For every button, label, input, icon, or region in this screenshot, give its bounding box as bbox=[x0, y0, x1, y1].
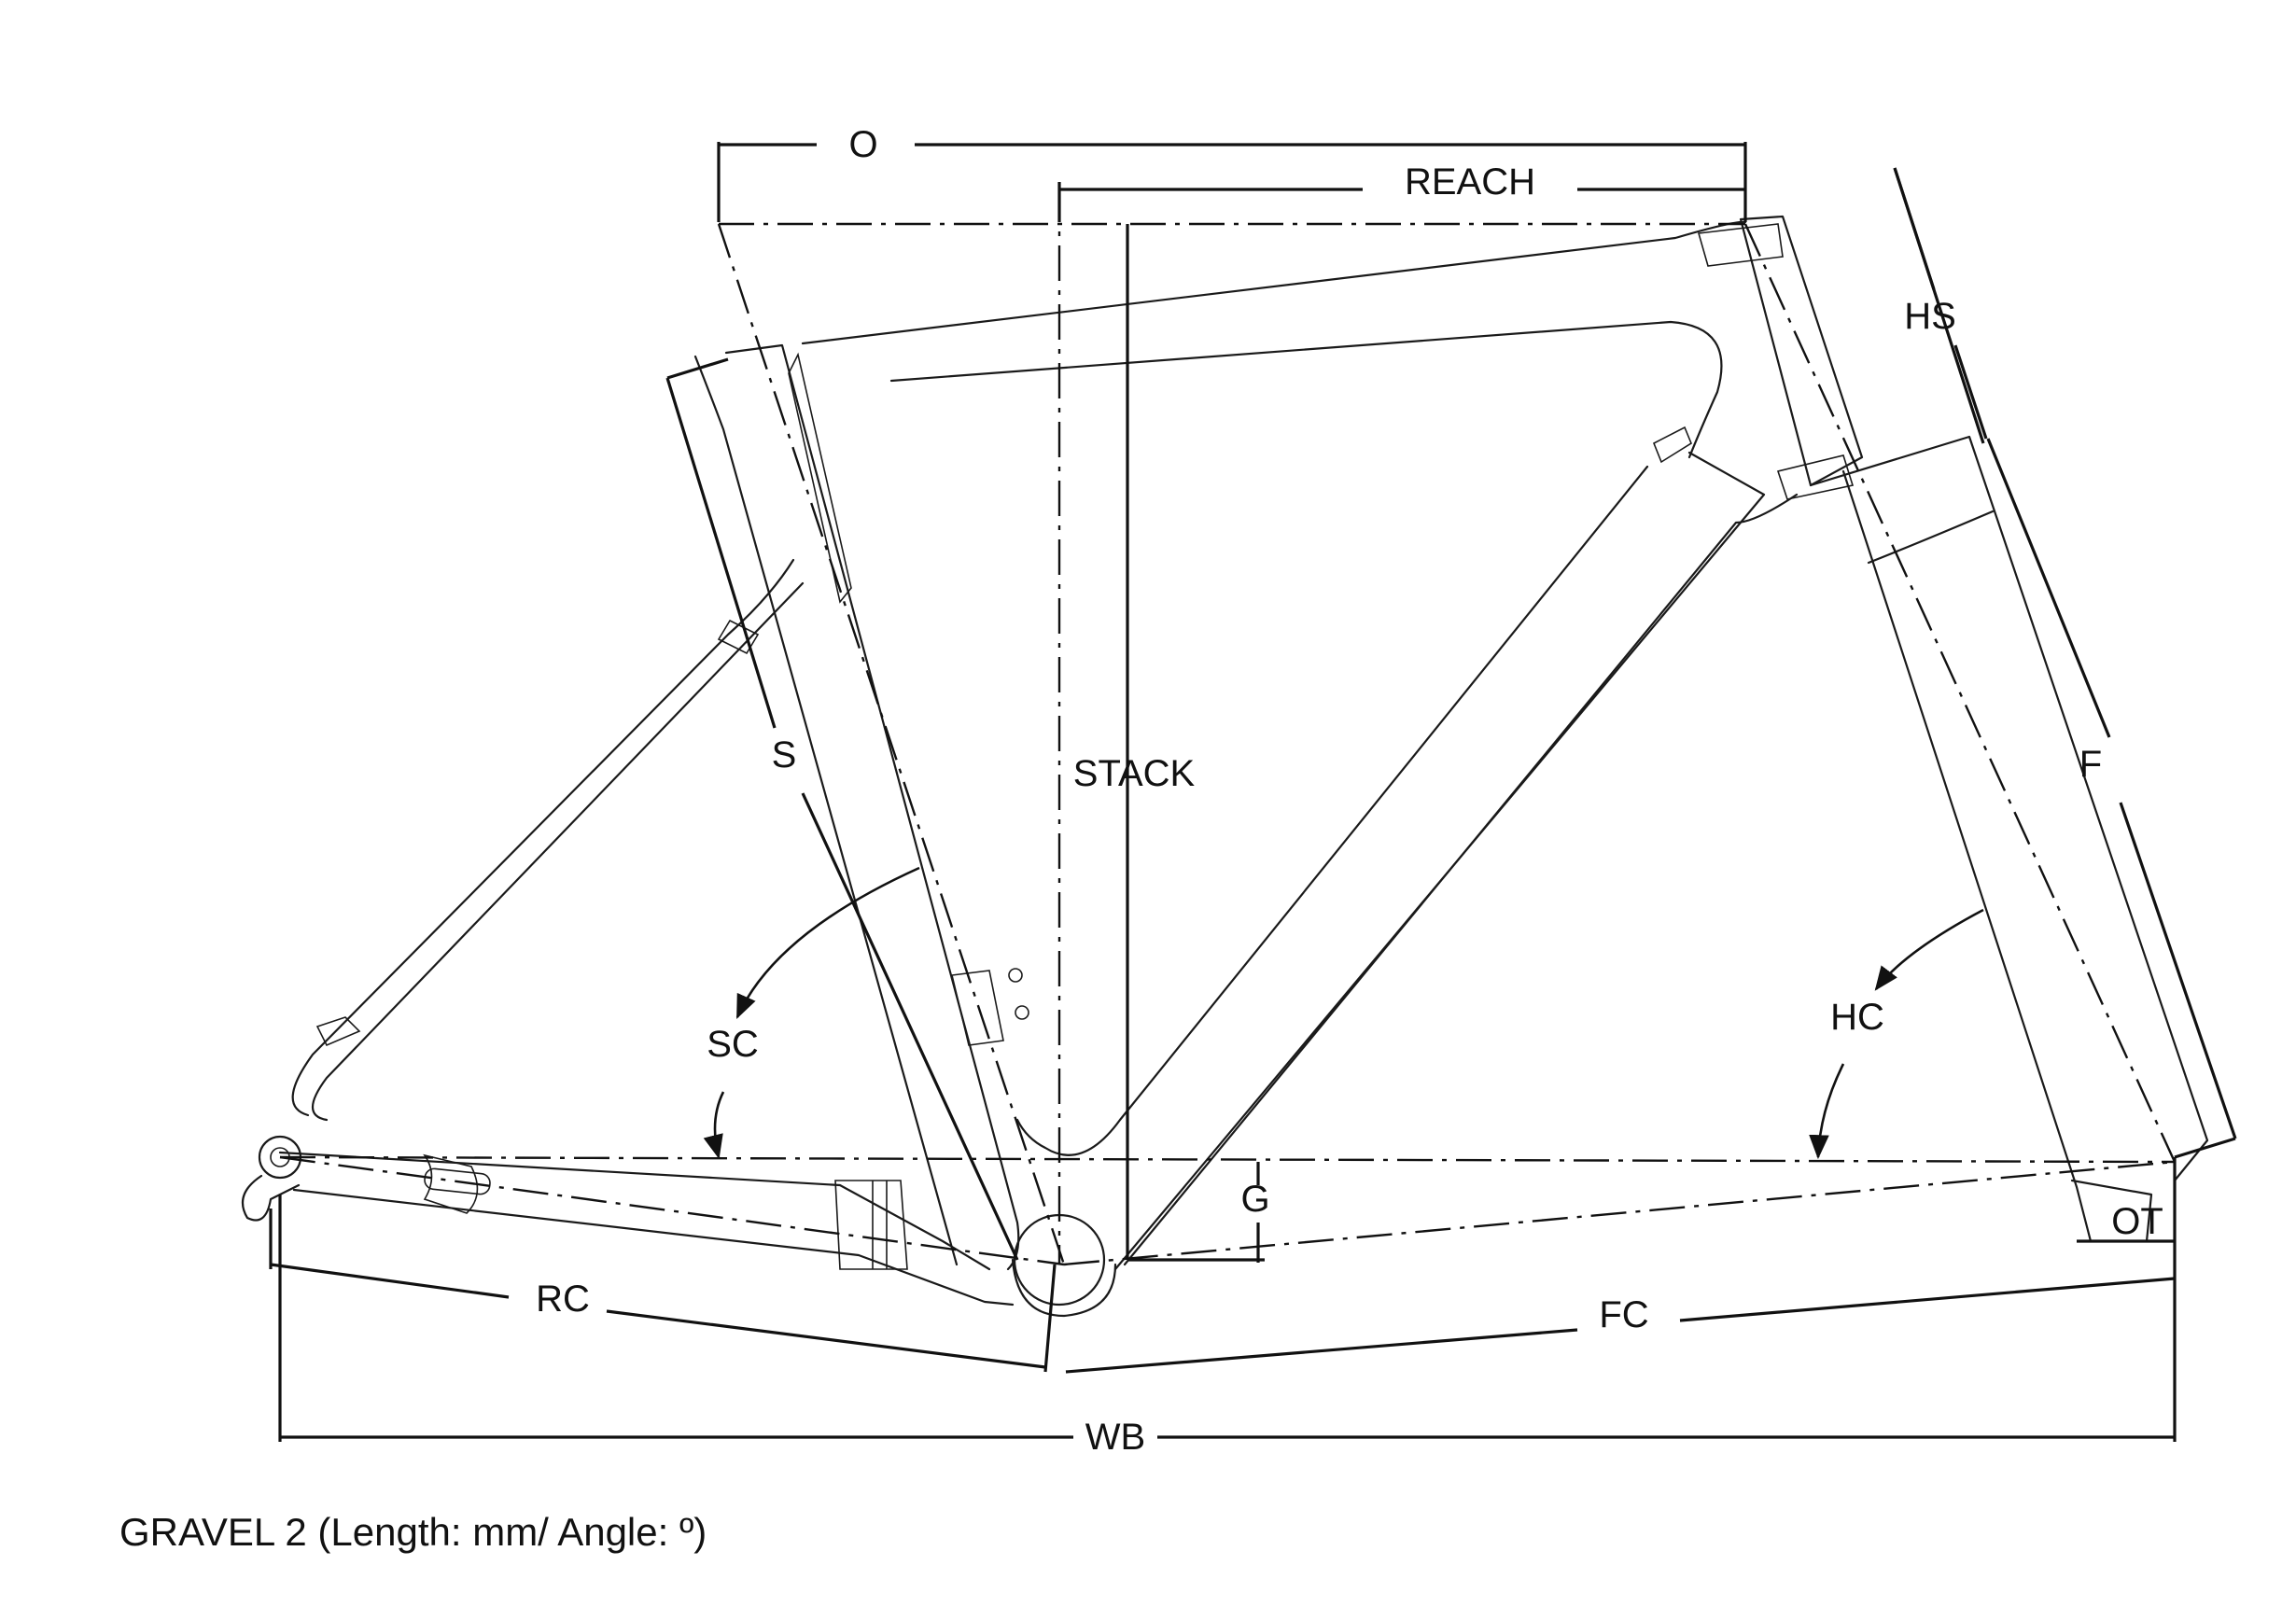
head-tube bbox=[1739, 215, 1864, 487]
label-wb: WB bbox=[1085, 1417, 1145, 1458]
dimension-labels: O REACH HS S STACK F SC HC G OT RC FC WB bbox=[536, 124, 2163, 1458]
fork bbox=[1809, 435, 2209, 1182]
label-s: S bbox=[772, 734, 797, 776]
diagram-caption: GRAVEL 2 (Length: mm/ Angle: º) bbox=[119, 1510, 707, 1554]
label-O: O bbox=[848, 124, 877, 165]
top-tube bbox=[801, 220, 1747, 345]
label-reach: REACH bbox=[1405, 161, 1535, 203]
label-fc: FC bbox=[1599, 1294, 1648, 1335]
label-rc: RC bbox=[536, 1279, 590, 1320]
label-hc: HC bbox=[1830, 997, 1884, 1038]
label-f: F bbox=[2079, 744, 2102, 785]
label-stack: STACK bbox=[1073, 753, 1196, 794]
top-tube-inner bbox=[889, 320, 1723, 459]
seat-tube bbox=[724, 343, 1020, 1271]
bicycle-frame bbox=[241, 215, 2209, 1318]
label-sc: SC bbox=[707, 1024, 759, 1065]
seat-stay bbox=[291, 558, 795, 1117]
label-g: G bbox=[1240, 1179, 1269, 1220]
chain-stay bbox=[278, 1151, 991, 1271]
label-ot: OT bbox=[2111, 1201, 2163, 1242]
reference-lines bbox=[279, 187, 2177, 1266]
dimension-lines bbox=[269, 142, 2237, 1442]
label-hs: HS bbox=[1904, 296, 1956, 337]
down-tube bbox=[1113, 451, 1766, 1271]
